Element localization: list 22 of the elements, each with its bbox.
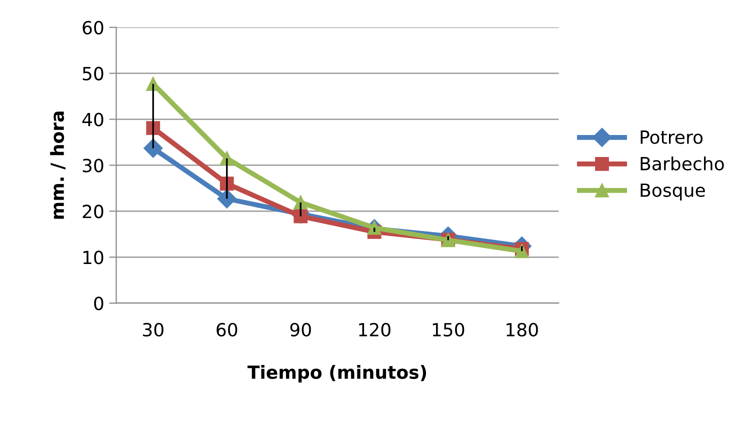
- point: [217, 189, 236, 208]
- point: [367, 220, 382, 235]
- y-tick-label: 50: [82, 66, 104, 80]
- y-tick-label: 20: [82, 204, 104, 218]
- y-tick-label: 10: [83, 250, 104, 264]
- x-tick-label: 30: [143, 322, 164, 337]
- point: [144, 138, 163, 158]
- x-tick-label: 120: [359, 322, 390, 337]
- x-tick-label: 150: [432, 322, 464, 337]
- y-tick-label: 0: [94, 296, 104, 310]
- y-tick-label: 30: [82, 158, 104, 172]
- y-axis-title: mm. / hora: [50, 112, 66, 219]
- x-axis-title: Tiempo (minutos): [248, 365, 426, 383]
- y-tick-label: 40: [82, 112, 104, 126]
- legend-label: Barbecho: [640, 156, 724, 170]
- x-tick-label: 90: [290, 322, 311, 337]
- point: [514, 244, 529, 258]
- y-tick-label: 60: [82, 20, 104, 34]
- legend-label: Bosque: [640, 184, 705, 200]
- legend-label: Potrero: [640, 130, 703, 144]
- x-tick-label: 60: [216, 322, 238, 337]
- x-tick-label: 180: [506, 322, 538, 337]
